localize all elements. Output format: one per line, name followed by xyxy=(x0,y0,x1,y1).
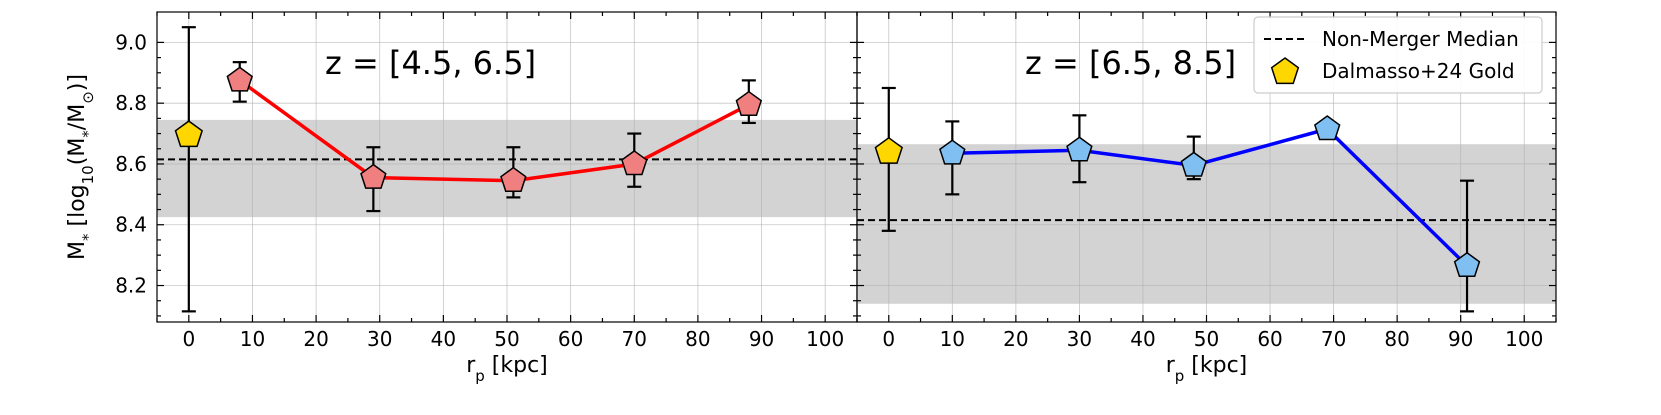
plot-area xyxy=(157,12,857,322)
data-point xyxy=(1313,115,1341,141)
x-tick-label: 50 xyxy=(1194,327,1219,351)
panel-right: 0 10 20 30 40 50 60 70 80 90 100 rp [kpc] z = [6.5, … xyxy=(856,11,1557,385)
x-tick-label: 90 xyxy=(1448,327,1473,351)
data-point xyxy=(1066,136,1093,162)
data-point xyxy=(226,66,253,92)
x-tick-label: 0 xyxy=(182,327,195,351)
data-point xyxy=(1180,151,1208,177)
panel-left: 0 10 20 30 40 50 60 70 80 90 100 8.2 8.4 8.6 8.8 9.0 rp … xyxy=(115,11,858,385)
y-tick-label: 8.6 xyxy=(115,152,147,176)
x-tick-label: 100 xyxy=(806,327,844,351)
data-point xyxy=(735,90,763,116)
reference-point xyxy=(174,120,204,148)
panel-label: z = [4.5, 6.5] xyxy=(325,44,536,82)
x-tick-label: 40 xyxy=(1130,327,1155,351)
x-tick-label: 70 xyxy=(622,327,647,351)
y-tick-label: 8.2 xyxy=(115,274,147,298)
x-tick-label: 60 xyxy=(1257,327,1282,351)
x-tick-label: 80 xyxy=(1384,327,1409,351)
x-tick-label: 80 xyxy=(685,327,710,351)
legend-box xyxy=(1253,16,1543,94)
x-tick-label: 70 xyxy=(1321,327,1346,351)
x-tick-label: 30 xyxy=(367,327,392,351)
x-tick-label: 90 xyxy=(749,327,774,351)
x-axis-label: rp [kpc] xyxy=(1166,353,1248,385)
x-tick-label: 60 xyxy=(558,327,583,351)
x-tick-label: 20 xyxy=(303,327,328,351)
x-tick-label: 100 xyxy=(1505,327,1543,351)
reference-point xyxy=(874,136,903,164)
panel-label: z = [6.5, 8.5] xyxy=(1025,44,1236,82)
y-tick-label: 9.0 xyxy=(115,30,147,54)
plot-area xyxy=(857,12,1556,322)
x-tick-label: 10 xyxy=(940,327,965,351)
x-tick-label: 0 xyxy=(882,327,895,351)
x-tick-label: 10 xyxy=(240,327,265,351)
x-tick-label: 30 xyxy=(1067,327,1092,351)
legend: Non-Merger Median Dalmasso+24 Gold xyxy=(1253,16,1543,94)
data-point xyxy=(939,139,966,165)
x-tick-label: 40 xyxy=(431,327,456,351)
x-tick-label: 20 xyxy=(1003,327,1028,351)
legend-label: Non-Merger Median xyxy=(1322,27,1519,51)
y-tick-label: 8.8 xyxy=(115,91,147,115)
data-point xyxy=(621,150,648,176)
x-tick-label: 50 xyxy=(494,327,519,351)
y-tick-label: 8.4 xyxy=(115,213,147,237)
legend-label: Dalmasso+24 Gold xyxy=(1322,59,1515,83)
y-axis-label: M* [log10(M*/M⊙)] xyxy=(65,74,97,260)
data-point xyxy=(500,166,527,192)
legend-gold-pentagon xyxy=(1270,57,1300,85)
data-point xyxy=(1453,251,1481,278)
data-point xyxy=(360,163,387,189)
x-axis-label: rp [kpc] xyxy=(466,353,548,385)
